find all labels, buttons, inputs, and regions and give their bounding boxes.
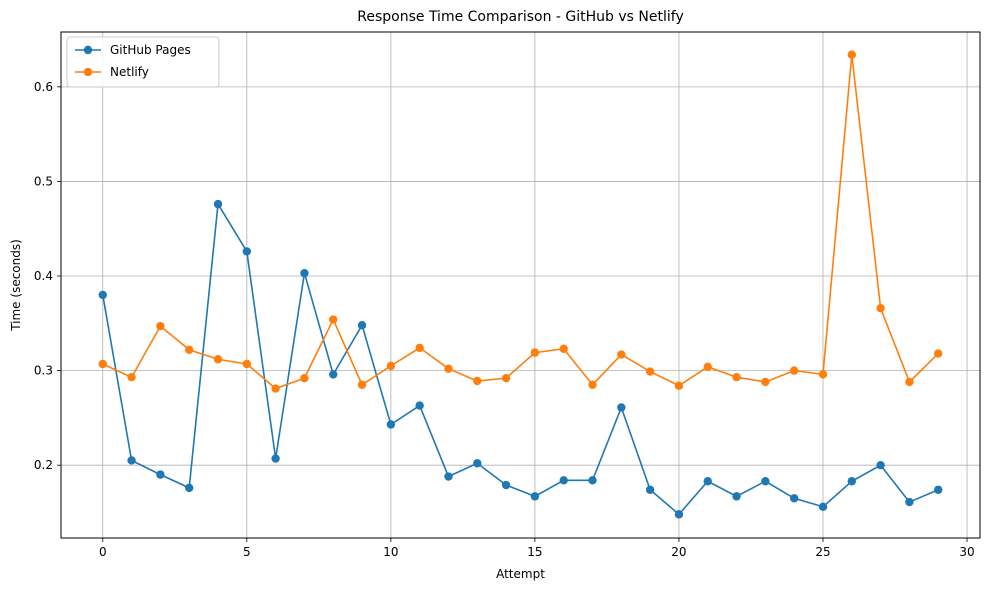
data-point-github-pages: [329, 370, 338, 379]
data-point-netlify: [847, 50, 857, 59]
data-point-netlify: [415, 343, 424, 353]
data-point-netlify: [156, 321, 165, 331]
data-point-github-pages: [501, 480, 511, 490]
data-point-netlify: [617, 350, 626, 359]
data-point-github-pages: [156, 470, 165, 479]
data-point-github-pages: [703, 477, 712, 486]
data-point-github-pages: [213, 199, 223, 209]
data-point-github-pages: [588, 476, 597, 485]
grid-lines: [61, 32, 980, 538]
y-axis-label: Time (seconds): [9, 239, 23, 332]
x-tick-label: 20: [671, 545, 686, 559]
x-axis: 0 5 10 15 20 25 30: [99, 538, 975, 559]
data-point-netlify: [530, 348, 540, 357]
data-point-github-pages: [905, 497, 914, 507]
data-point-github-pages: [847, 477, 857, 486]
data-point-github-pages: [530, 492, 540, 501]
data-point-netlify: [818, 370, 828, 379]
data-point-github-pages: [386, 420, 396, 429]
data-point-netlify: [501, 373, 511, 383]
data-point-github-pages: [271, 454, 280, 463]
x-tick-label: 10: [383, 545, 398, 559]
legend: GitHub Pages Netlify: [66, 36, 220, 88]
legend-label: GitHub Pages: [110, 43, 191, 57]
series-points: [98, 50, 943, 519]
x-tick-label: 15: [527, 545, 542, 559]
data-point-netlify: [645, 367, 655, 376]
x-axis-label: Attempt: [496, 567, 545, 581]
data-point-github-pages: [242, 247, 252, 256]
data-point-netlify: [444, 364, 453, 373]
data-point-netlify: [127, 373, 136, 382]
data-point-github-pages: [789, 494, 799, 503]
legend-box: [66, 36, 220, 88]
data-point-github-pages: [674, 510, 684, 519]
series-lines: [101, 54, 939, 516]
data-point-netlify: [98, 359, 107, 369]
data-point-github-pages: [444, 472, 453, 481]
y-tick-label: 0.5: [34, 174, 53, 188]
data-point-netlify: [242, 359, 252, 369]
data-point-netlify: [934, 349, 943, 358]
legend-swatch-marker: [83, 67, 93, 77]
data-point-github-pages: [645, 485, 655, 494]
data-point-github-pages: [876, 460, 885, 470]
data-point-netlify: [905, 377, 914, 387]
data-point-github-pages: [617, 403, 626, 412]
data-point-github-pages: [415, 401, 424, 410]
data-point-github-pages: [184, 483, 194, 493]
data-point-github-pages: [818, 502, 828, 511]
y-axis: 0.2 0.3 0.4 0.5 0.6: [34, 80, 61, 472]
data-point-netlify: [357, 380, 367, 389]
y-tick-label: 0.2: [34, 458, 53, 472]
data-point-github-pages: [357, 320, 367, 330]
data-point-github-pages: [732, 492, 741, 501]
data-point-netlify: [329, 315, 338, 324]
data-point-netlify: [559, 344, 568, 354]
data-point-github-pages: [559, 476, 568, 485]
data-point-netlify: [386, 361, 396, 371]
x-tick-label: 25: [815, 545, 830, 559]
x-tick-label: 0: [99, 545, 107, 559]
series-line-github-pages: [101, 201, 939, 516]
chart-title: Response Time Comparison - GitHub vs Net…: [357, 9, 684, 25]
data-point-netlify: [876, 303, 885, 313]
data-point-netlify: [761, 377, 770, 387]
data-point-netlify: [732, 373, 741, 382]
data-point-netlify: [588, 380, 597, 389]
data-point-github-pages: [98, 290, 107, 300]
data-point-netlify: [789, 366, 799, 375]
y-tick-label: 0.6: [34, 80, 53, 94]
data-point-github-pages: [127, 456, 136, 465]
legend-swatch-marker: [83, 45, 93, 55]
data-point-netlify: [271, 384, 280, 393]
plot-area: [60, 31, 981, 539]
data-point-netlify: [300, 373, 309, 383]
y-tick-label: 0.4: [34, 269, 53, 283]
data-point-netlify: [703, 362, 712, 372]
data-point-github-pages: [300, 268, 309, 278]
legend-label: Netlify: [110, 65, 149, 79]
data-point-github-pages: [934, 485, 943, 494]
x-tick-label: 30: [959, 545, 974, 559]
data-point-netlify: [213, 355, 223, 364]
data-point-github-pages: [473, 459, 482, 468]
data-point-netlify: [184, 345, 194, 354]
y-tick-label: 0.3: [34, 364, 53, 378]
data-point-netlify: [473, 376, 482, 386]
data-point-netlify: [674, 381, 684, 390]
x-tick-label: 5: [243, 545, 251, 559]
data-point-github-pages: [761, 477, 770, 486]
series-line-netlify: [102, 54, 939, 390]
